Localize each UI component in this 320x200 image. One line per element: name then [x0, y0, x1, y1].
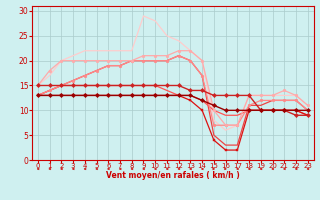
X-axis label: Vent moyen/en rafales ( km/h ): Vent moyen/en rafales ( km/h ) — [106, 171, 240, 180]
